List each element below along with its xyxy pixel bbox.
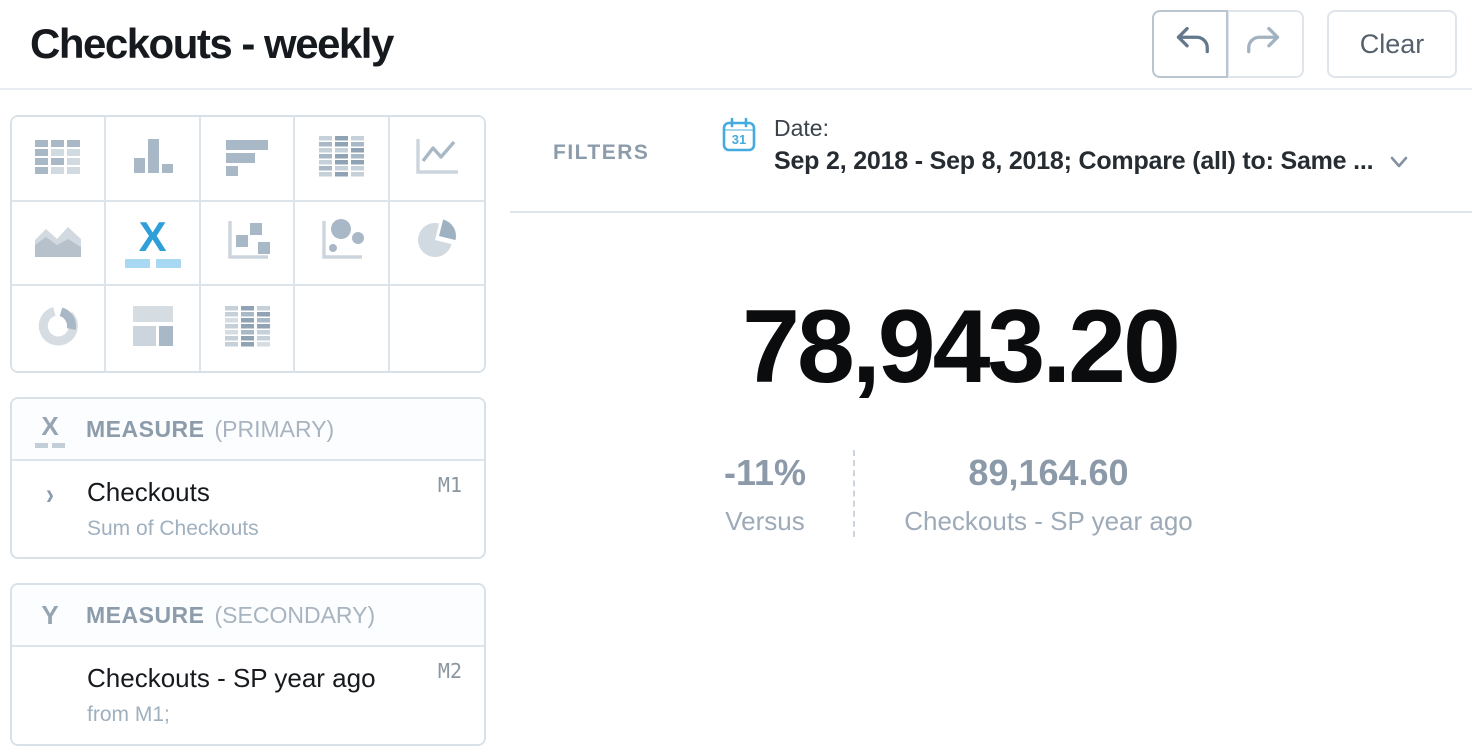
chart-type-box-plot[interactable] (200, 201, 296, 287)
measure-field[interactable]: Checkouts (87, 477, 210, 507)
header-bar: Checkouts - weekly Clear (0, 0, 1472, 90)
measure-tag: M2 (437, 659, 462, 683)
kpi-icon: X (124, 215, 181, 268)
measure-detail: from M1; (87, 703, 170, 726)
expand-chevron-icon[interactable]: › (46, 477, 54, 512)
filters-divider (510, 211, 1472, 213)
redo-icon (1243, 19, 1289, 70)
primary-measure-header: X MEASURE (PRIMARY) (12, 399, 484, 461)
area-chart-icon (30, 218, 86, 267)
date-filter-text: Date: Sep 2, 2018 - Sep 8, 2018; Compare… (774, 115, 1409, 176)
pie-chart-icon (411, 216, 463, 269)
undo-button[interactable] (1152, 10, 1228, 78)
chart-type-table[interactable] (12, 117, 107, 202)
date-filter[interactable]: 31 Date: Sep 2, 2018 - Sep 8, 2018; Comp… (720, 115, 1409, 176)
chart-type-kpi[interactable]: X (106, 201, 201, 287)
heat-map-icon (219, 302, 275, 355)
heat-matrix-icon (313, 132, 369, 185)
secondary-measure-row[interactable]: Checkouts - SP year ago from M1; M2 (12, 647, 484, 727)
clear-button[interactable]: Clear (1327, 10, 1457, 78)
line-chart-icon (410, 133, 464, 184)
kpi-value: 78,943.20 (742, 289, 1181, 405)
chart-type-pie-chart[interactable] (389, 201, 484, 287)
chart-type-area-chart[interactable] (12, 201, 107, 287)
measure-tag: M1 (437, 473, 462, 497)
chart-type-treemap[interactable] (106, 286, 201, 371)
primary-measure-row[interactable]: › Checkouts Sum of Checkouts M1 (12, 461, 484, 541)
filter-field-name: Date: (774, 115, 829, 141)
bubble-chart-icon (314, 216, 368, 269)
secondary-measure-header: Y MEASURE (SECONDARY) (12, 585, 484, 647)
filter-value: Sep 2, 2018 - Sep 8, 2018; Compare (all)… (774, 147, 1374, 175)
secondary-measure-panel: Y MEASURE (SECONDARY) Checkouts - SP yea… (10, 583, 486, 746)
x-axis-icon: X (32, 411, 68, 448)
chevron-down-icon[interactable] (1389, 155, 1409, 169)
chart-type-heat-map[interactable] (200, 286, 296, 371)
filters-label: FILTERS (553, 141, 650, 164)
measure-qualifier: (PRIMARY) (214, 415, 335, 442)
table-icon (31, 134, 85, 183)
kpi-comparison-label: Checkouts - SP year ago (904, 506, 1193, 536)
svg-text:31: 31 (732, 132, 746, 147)
measure-detail: Sum of Checkouts (87, 517, 259, 540)
page-title: Checkouts - weekly (30, 20, 394, 67)
chart-type-picker: X (10, 115, 486, 373)
kpi-delta: -11% (723, 452, 807, 493)
kpi-comparison: -11% Versus 89,164.60 Checkouts - SP yea… (545, 450, 1375, 537)
y-axis-icon: Y (41, 599, 59, 630)
kpi-comparison-value: 89,164.60 (968, 452, 1129, 493)
chart-type-empty-1 (295, 286, 390, 371)
chart-type-horizontal-bars[interactable] (200, 117, 296, 202)
kpi-delta-label: Versus (725, 506, 805, 536)
measure-field[interactable]: Checkouts - SP year ago (87, 663, 376, 693)
calendar-icon: 31 (720, 115, 758, 176)
chart-type-heat-matrix[interactable] (295, 117, 390, 202)
horizontal-bars-icon (221, 134, 273, 183)
chart-type-donut-chart[interactable] (12, 286, 107, 371)
undo-icon (1167, 19, 1213, 70)
treemap-icon (126, 301, 180, 356)
box-plot-icon (220, 216, 274, 269)
chart-type-empty-2 (389, 286, 484, 371)
chart-type-line-chart[interactable] (389, 117, 484, 202)
primary-measure-panel: X MEASURE (PRIMARY) › Checkouts Sum of C… (10, 397, 486, 559)
kpi-comparison-block: 89,164.60 Checkouts - SP year ago (852, 450, 1243, 537)
bar-chart-icon (127, 133, 179, 184)
kpi-delta-block: -11% Versus (678, 450, 853, 537)
measure-qualifier: (SECONDARY) (214, 601, 376, 628)
measure-label: MEASURE (86, 415, 205, 442)
donut-chart-icon (33, 302, 83, 355)
redo-button[interactable] (1228, 10, 1304, 78)
measure-label: MEASURE (86, 601, 205, 628)
chart-type-bar-chart[interactable] (106, 117, 201, 202)
chart-type-bubble-chart[interactable] (295, 201, 390, 287)
